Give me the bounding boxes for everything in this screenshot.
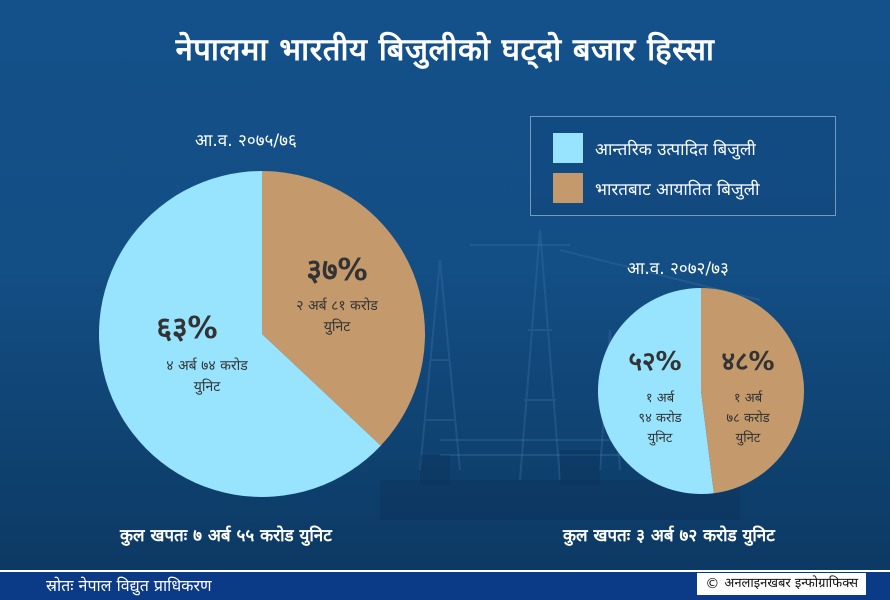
legend-swatch-imported — [553, 173, 583, 203]
pie-2-detail-domestic-line: १ अर्ब — [646, 390, 675, 406]
pie-2-title: आ.व. २०७२/७३ — [627, 259, 729, 279]
legend: आन्तरिक उत्पादित बिजुली भारतबाट आयातित ब… — [530, 116, 836, 216]
pie-2-detail-imported-line: १ अर्ब — [734, 390, 763, 406]
pie-1-detail-domestic-line: ४ अर्ब ७४ करोड — [166, 357, 248, 374]
pie-2-total: कुल खपतः ३ अर्ब ७२ करोड युनिट — [563, 526, 775, 546]
pie-1-title: आ.व. २०७५/७६ — [195, 131, 297, 151]
legend-item-imported: भारतबाट आयातित बिजुली — [553, 172, 760, 204]
legend-swatch-domestic — [553, 133, 583, 163]
pie-2-slice-domestic — [598, 288, 714, 494]
pie-1-pct-label-imported: ३७% — [306, 253, 367, 288]
credit-text: अनलाइनखबर इन्फोग्राफिक्स — [724, 576, 858, 591]
pie-2-pct-label-imported: ४८% — [721, 347, 774, 377]
pie-2-slice-imported — [701, 288, 805, 494]
pie-2-detail-imported-line: युनिट — [736, 430, 761, 446]
footer: स्रोतः नेपाल विद्युत प्राधिकरण © अनलाइनख… — [0, 570, 890, 600]
chart-title: नेपालमा भारतीय बिजुलीको घट्दो बजार हिस्स… — [175, 32, 715, 68]
pie-2-detail-domestic-line: ९४ करोड — [638, 410, 682, 426]
pie-1-pct-label-domestic: ६३% — [156, 311, 217, 346]
pie-1-slice-imported — [262, 171, 426, 446]
pie-2-detail-imported-line: ७८ करोड — [726, 410, 770, 426]
legend-item-domestic: आन्तरिक उत्पादित बिजुली — [553, 132, 756, 164]
pie-2-pct-label-domestic: ५२% — [628, 347, 681, 377]
pie-2-detail-domestic-line: युनिट — [648, 430, 673, 446]
copyright-icon: © — [705, 576, 720, 592]
footer-divider — [0, 570, 890, 572]
legend-label-imported: भारतबाट आयातित बिजुली — [595, 179, 760, 200]
credit-badge: © अनलाइनखबर इन्फोग्राफिक्स — [697, 573, 866, 595]
pie-1-detail-imported-line: युनिट — [324, 318, 352, 335]
pie-1-slice-domestic — [99, 171, 381, 498]
pie-1-detail-domestic-line: युनिट — [194, 378, 222, 395]
legend-label-domestic: आन्तरिक उत्पादित बिजुली — [595, 139, 756, 160]
source-note: स्रोतः नेपाल विद्युत प्राधिकरण — [46, 576, 212, 595]
pie-1-detail-imported-line: २ अर्ब ८१ करोड — [296, 297, 378, 314]
pie-1-total: कुल खपतः ७ अर्ब ५५ करोड युनिट — [120, 526, 332, 546]
